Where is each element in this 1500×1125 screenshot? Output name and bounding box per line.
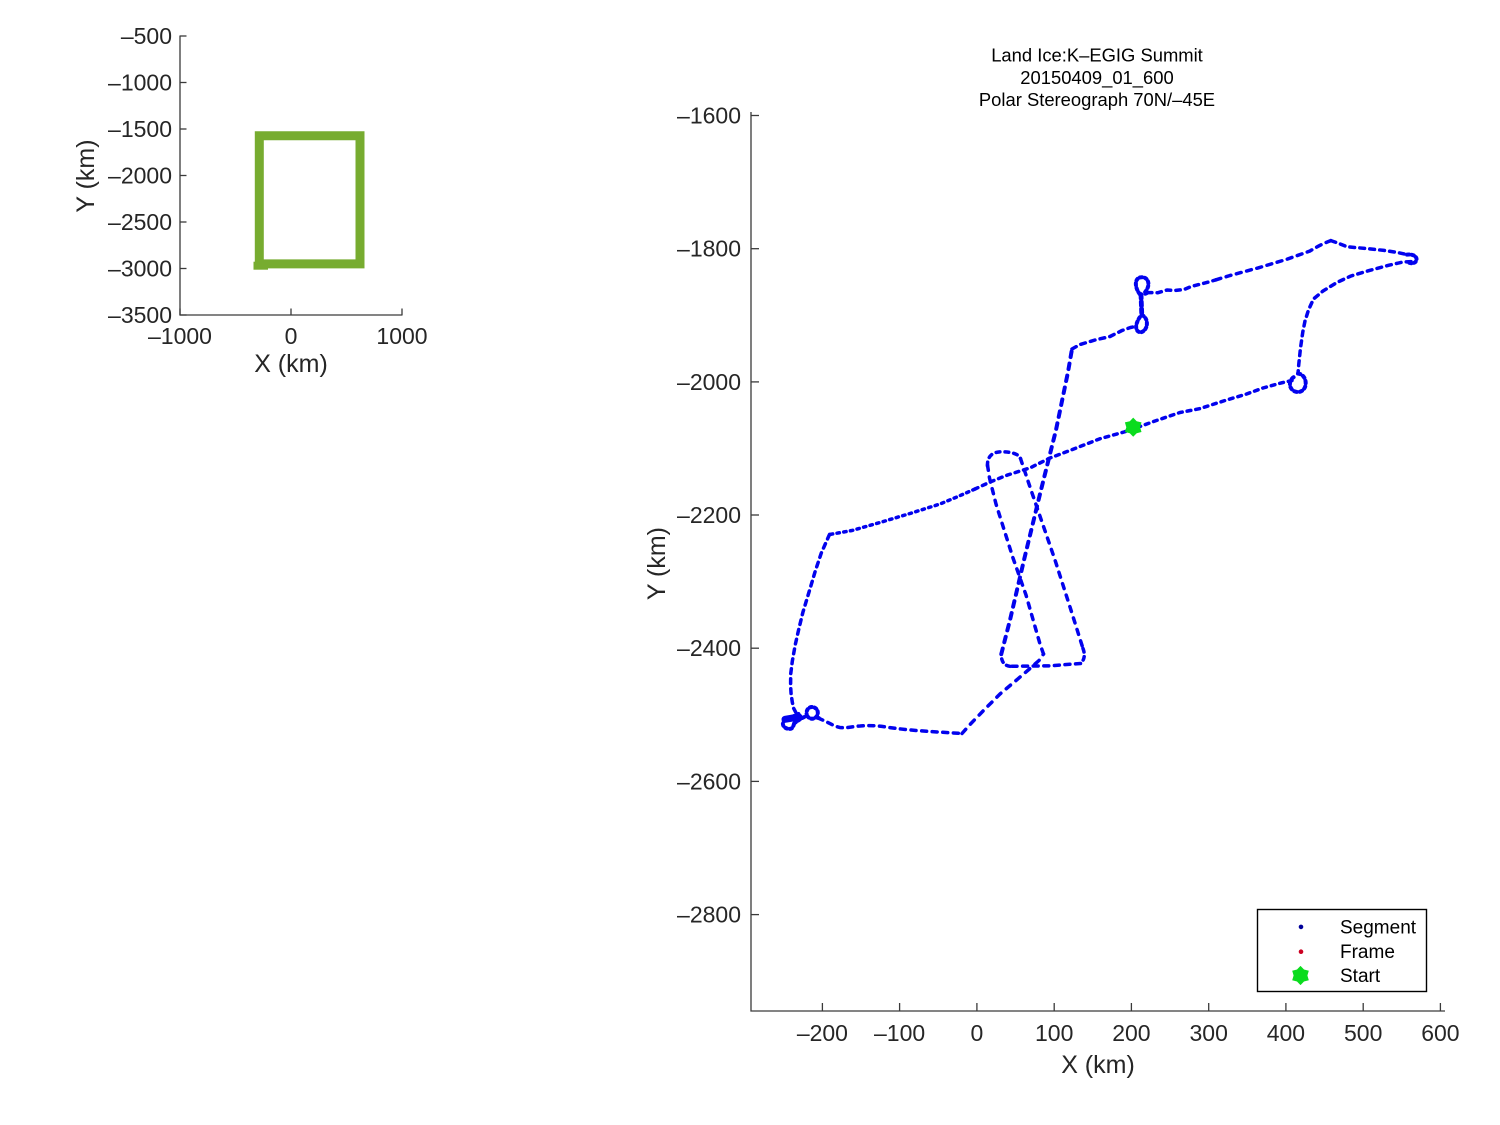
svg-text:Polar Stereograph 70N/–45E: Polar Stereograph 70N/–45E [979, 89, 1215, 110]
svg-text:400: 400 [1267, 1020, 1305, 1046]
svg-text:–1500: –1500 [108, 116, 172, 142]
svg-text:–2200: –2200 [677, 502, 741, 528]
svg-text:500: 500 [1344, 1020, 1382, 1046]
svg-text:–1600: –1600 [677, 103, 741, 129]
svg-text:Y (km): Y (km) [643, 527, 671, 600]
svg-text:Y (km): Y (km) [72, 139, 100, 212]
svg-text:–2400: –2400 [677, 635, 741, 661]
svg-text:–200: –200 [797, 1020, 848, 1046]
svg-text:200: 200 [1112, 1020, 1150, 1046]
svg-text:–100: –100 [874, 1020, 925, 1046]
svg-text:–3000: –3000 [108, 256, 172, 282]
svg-text:–2000: –2000 [108, 163, 172, 189]
svg-text:–2800: –2800 [677, 902, 741, 928]
svg-text:1000: 1000 [376, 323, 427, 349]
svg-text:–2000: –2000 [677, 369, 741, 395]
svg-text:Frame: Frame [1340, 942, 1395, 963]
svg-text:–1000: –1000 [108, 70, 172, 96]
svg-text:–1000: –1000 [148, 323, 212, 349]
svg-text:X (km): X (km) [1061, 1051, 1135, 1079]
svg-text:100: 100 [1035, 1020, 1073, 1046]
svg-text:–2500: –2500 [108, 209, 172, 235]
svg-text:–2600: –2600 [677, 768, 741, 794]
svg-text:20150409_01_600: 20150409_01_600 [1020, 67, 1173, 89]
svg-text:600: 600 [1421, 1020, 1459, 1046]
svg-text:0: 0 [285, 323, 298, 349]
svg-text:Start: Start [1340, 966, 1381, 987]
svg-text:–500: –500 [121, 23, 172, 49]
svg-text:X (km): X (km) [254, 350, 328, 378]
svg-text:–3500: –3500 [108, 302, 172, 328]
svg-text:Land Ice:K–EGIG Summit: Land Ice:K–EGIG Summit [991, 45, 1203, 66]
svg-text:0: 0 [971, 1020, 984, 1046]
svg-text:300: 300 [1190, 1020, 1228, 1046]
svg-text:–1800: –1800 [677, 236, 741, 262]
svg-text:Segment: Segment [1340, 918, 1417, 939]
